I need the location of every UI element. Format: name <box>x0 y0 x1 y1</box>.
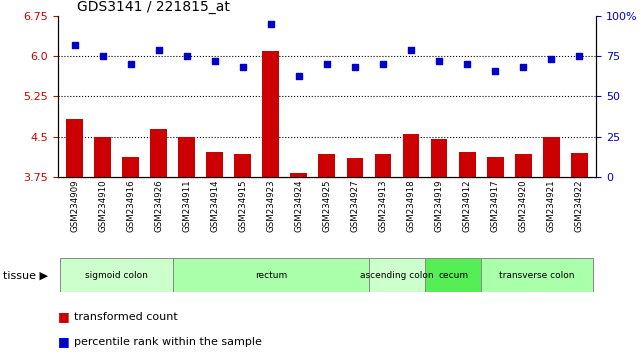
Text: rectum: rectum <box>254 271 287 280</box>
Bar <box>347 158 363 354</box>
Text: GSM234915: GSM234915 <box>238 179 247 232</box>
Point <box>406 47 416 53</box>
Text: GSM234909: GSM234909 <box>70 179 79 232</box>
Text: sigmoid colon: sigmoid colon <box>85 271 148 280</box>
Bar <box>403 134 419 354</box>
Text: percentile rank within the sample: percentile rank within the sample <box>74 337 262 347</box>
Text: GSM234910: GSM234910 <box>98 179 107 232</box>
Bar <box>122 157 139 354</box>
Point <box>574 53 585 59</box>
Point <box>434 58 444 64</box>
Bar <box>206 152 223 354</box>
Point <box>153 47 163 53</box>
Bar <box>235 154 251 354</box>
Point <box>97 53 108 59</box>
Text: GSM234921: GSM234921 <box>547 179 556 232</box>
Bar <box>374 154 392 354</box>
Point <box>322 61 332 67</box>
Text: transverse colon: transverse colon <box>499 271 575 280</box>
Bar <box>431 139 447 354</box>
Bar <box>290 173 307 354</box>
Text: GSM234922: GSM234922 <box>575 179 584 232</box>
Bar <box>94 137 111 354</box>
Text: GSM234914: GSM234914 <box>210 179 219 232</box>
Bar <box>172 258 369 292</box>
Text: GSM234913: GSM234913 <box>378 179 388 232</box>
Point <box>462 61 472 67</box>
Bar <box>178 137 195 354</box>
Text: ascending colon: ascending colon <box>360 271 434 280</box>
Text: GSM234927: GSM234927 <box>351 179 360 232</box>
Text: GSM234911: GSM234911 <box>182 179 191 232</box>
Text: GDS3141 / 221815_at: GDS3141 / 221815_at <box>77 0 229 14</box>
Text: GSM234925: GSM234925 <box>322 179 331 232</box>
Bar <box>150 129 167 354</box>
Point <box>69 42 79 48</box>
Bar <box>481 258 594 292</box>
Text: GSM234923: GSM234923 <box>266 179 276 232</box>
Text: GSM234926: GSM234926 <box>154 179 163 232</box>
Point <box>265 21 276 27</box>
Point <box>350 65 360 70</box>
Text: GSM234917: GSM234917 <box>490 179 500 232</box>
Bar <box>543 137 560 354</box>
Bar <box>459 152 476 354</box>
Point <box>490 68 501 74</box>
Bar <box>425 258 481 292</box>
Text: transformed count: transformed count <box>74 312 178 322</box>
Text: ■: ■ <box>58 310 69 323</box>
Bar <box>571 153 588 354</box>
Text: cecum: cecum <box>438 271 468 280</box>
Bar <box>60 258 172 292</box>
Bar <box>369 258 425 292</box>
Bar <box>319 154 335 354</box>
Point <box>378 61 388 67</box>
Point <box>294 73 304 78</box>
Bar <box>262 51 279 354</box>
Point <box>518 65 528 70</box>
Point <box>238 65 248 70</box>
Text: tissue ▶: tissue ▶ <box>3 270 48 280</box>
Point <box>181 53 192 59</box>
Text: GSM234916: GSM234916 <box>126 179 135 232</box>
Bar <box>487 157 504 354</box>
Text: GSM234919: GSM234919 <box>435 179 444 232</box>
Point <box>210 58 220 64</box>
Point <box>126 61 136 67</box>
Point <box>546 57 556 62</box>
Text: GSM234918: GSM234918 <box>406 179 415 232</box>
Bar <box>515 154 531 354</box>
Bar <box>66 119 83 354</box>
Text: GSM234924: GSM234924 <box>294 179 303 232</box>
Text: GSM234912: GSM234912 <box>463 179 472 232</box>
Text: GSM234920: GSM234920 <box>519 179 528 232</box>
Text: ■: ■ <box>58 335 69 348</box>
